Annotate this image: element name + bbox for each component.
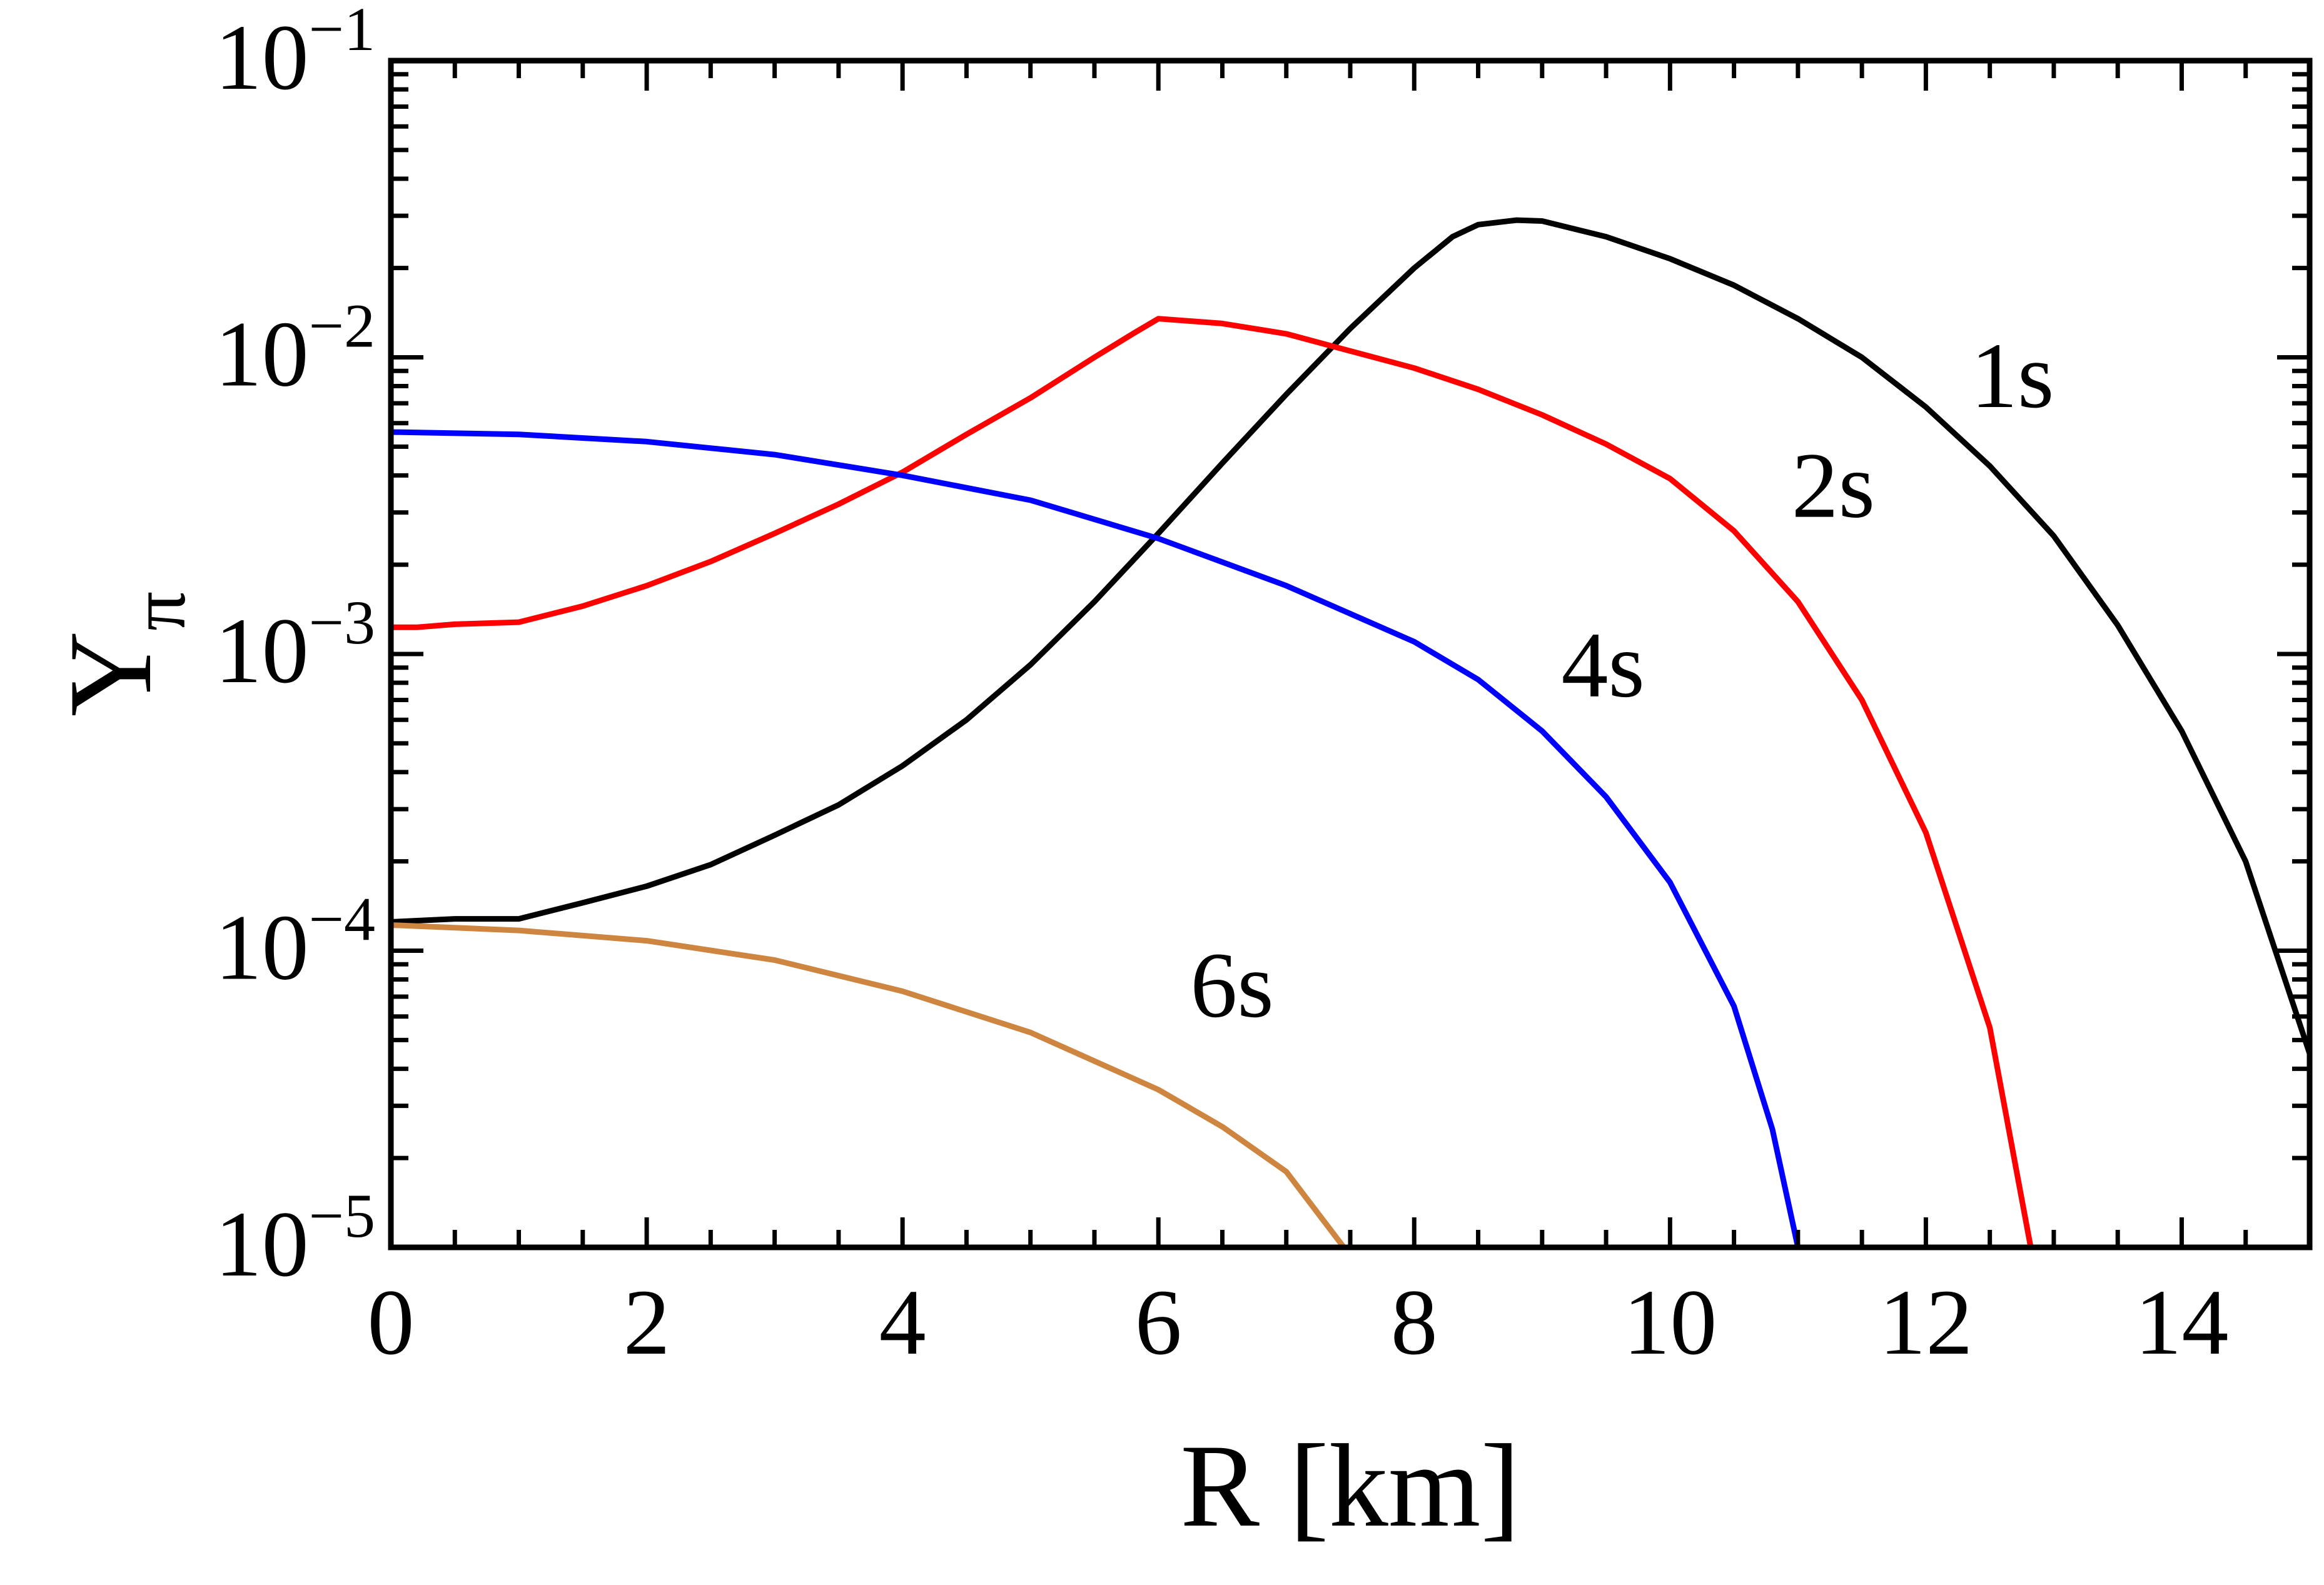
y-tick-label-base: 10 (215, 896, 309, 1000)
x-tick-label: 4 (879, 1271, 926, 1374)
x-tick-label: 2 (624, 1271, 670, 1374)
series-label-4s: 4s (1561, 613, 1644, 717)
x-tick-label: 14 (2135, 1271, 2228, 1374)
y-axis-title-subscript: π (116, 591, 202, 631)
y-tick-label-base: 10 (215, 599, 309, 703)
x-tick-label: 12 (1879, 1271, 1973, 1374)
x-tick-label: 8 (1391, 1271, 1438, 1374)
y-tick-label-base: 10 (215, 1192, 309, 1296)
series-line-2s (388, 316, 2034, 1250)
y-axis-title-base: Y (45, 631, 176, 717)
x-tick-label: 10 (1623, 1271, 1717, 1374)
plot-frame (388, 58, 2313, 1250)
y-tick-label-exponent: −3 (309, 588, 375, 657)
y-tick-label-base: 10 (215, 303, 309, 406)
series-label-1s: 1s (1971, 324, 2054, 428)
y-tick-label: 10−3 (215, 588, 375, 703)
y-tick-label: 10−4 (215, 885, 375, 1000)
y-tick-label-exponent: −1 (309, 0, 375, 64)
series-line-4s (388, 429, 1801, 1250)
y-axis-title: Yπ (45, 591, 202, 717)
y-tick-label: 10−1 (215, 0, 375, 109)
series-label-6s: 6s (1190, 933, 1273, 1037)
y-tick-label: 10−5 (215, 1181, 375, 1296)
x-axis-title: R [km] (1180, 1421, 1520, 1552)
series-line-6s (388, 922, 1347, 1250)
y-tick-label-exponent: −4 (309, 885, 375, 954)
series-layer (388, 217, 2313, 1250)
y-tick-label-exponent: −5 (309, 1181, 375, 1250)
x-tick-label: 0 (368, 1271, 415, 1374)
tick-layer (388, 58, 2312, 1250)
series-line-1s (388, 217, 2313, 1057)
y-tick-label-exponent: −2 (309, 291, 375, 361)
series-label-2s: 2s (1792, 434, 1875, 538)
x-tick-label: 6 (1135, 1271, 1182, 1374)
y-tick-label: 10−2 (215, 291, 375, 406)
y-tick-label-base: 10 (215, 6, 309, 109)
